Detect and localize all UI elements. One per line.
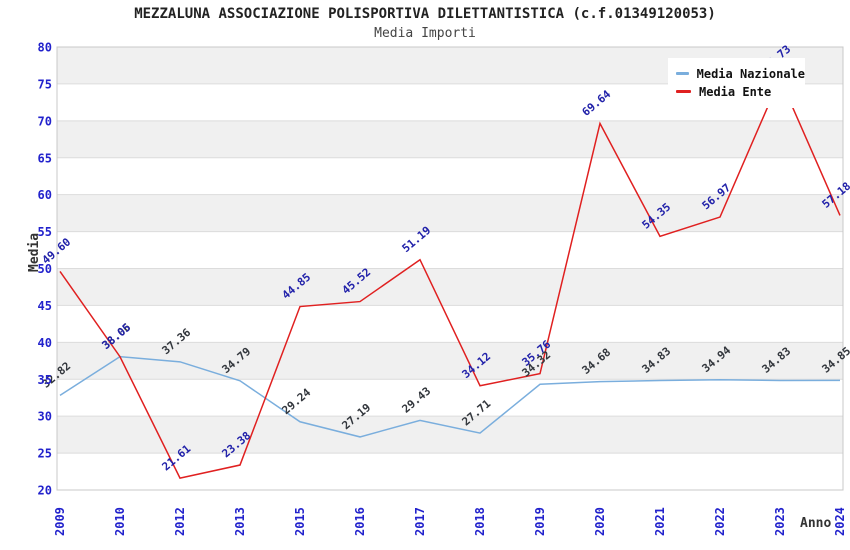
y-axis-title: Media xyxy=(27,233,42,272)
y-tick-label: 65 xyxy=(38,151,52,165)
chart-subtitle: Media Importi xyxy=(374,26,476,41)
media-nazionale-line-swatch-icon xyxy=(676,72,689,75)
grid-band xyxy=(57,453,843,490)
y-tick-label: 60 xyxy=(38,188,52,202)
x-tick-label: 2009 xyxy=(53,507,67,536)
legend-label-media-nazionale: Media Nazionale xyxy=(696,66,805,81)
y-tick-label: 45 xyxy=(38,299,52,313)
legend-label-media-ente: Media Ente xyxy=(699,84,772,99)
x-tick-label: 2017 xyxy=(413,507,427,536)
x-tick-label: 2023 xyxy=(773,507,787,536)
y-tick-label: 75 xyxy=(38,77,52,91)
x-tick-label: 2021 xyxy=(653,507,667,536)
legend: Media Nazionale Media Ente xyxy=(668,58,805,108)
chart-title: MEZZALUNA ASSOCIAZIONE POLISPORTIVA DILE… xyxy=(134,6,716,22)
y-tick-label: 20 xyxy=(38,484,52,498)
x-tick-label: 2012 xyxy=(173,507,187,536)
y-tick-label: 35 xyxy=(38,373,52,387)
grid-band xyxy=(57,120,843,158)
grid-band xyxy=(57,416,843,454)
y-tick-label: 25 xyxy=(38,447,52,461)
grid-band xyxy=(57,231,843,269)
legend-item-media-ente[interactable]: Media Ente xyxy=(676,84,805,99)
x-tick-label: 2019 xyxy=(533,507,547,536)
grid-band xyxy=(57,379,843,417)
y-tick-label: 50 xyxy=(38,262,52,276)
grid-band xyxy=(57,268,843,306)
legend-item-media-nazionale[interactable]: Media Nazionale xyxy=(676,66,805,81)
series-line-media-nazionale xyxy=(59,355,841,438)
plot-border xyxy=(56,46,844,491)
y-tick-label: 40 xyxy=(38,336,52,350)
y-tick-label: 70 xyxy=(38,114,52,128)
x-tick-label: 2013 xyxy=(233,507,247,536)
y-tick-label: 30 xyxy=(38,410,52,424)
y-tick-label: 80 xyxy=(38,41,52,55)
x-tick-label: 2020 xyxy=(593,507,607,536)
x-axis-title: Anno xyxy=(800,516,831,531)
x-tick-label: 2016 xyxy=(353,507,367,536)
x-tick-label: 2015 xyxy=(293,507,307,536)
x-tick-label: 2022 xyxy=(713,507,727,536)
grid-band xyxy=(57,194,843,232)
series-line-media-ente xyxy=(59,76,841,479)
x-tick-label: 2010 xyxy=(113,507,127,536)
x-tick-label: 2024 xyxy=(833,507,847,536)
x-tick-label: 2018 xyxy=(473,507,487,536)
grid-band xyxy=(57,342,843,380)
grid-band xyxy=(57,157,843,195)
media-ente-line-swatch-icon xyxy=(676,90,691,93)
y-tick-label: 55 xyxy=(38,225,52,239)
